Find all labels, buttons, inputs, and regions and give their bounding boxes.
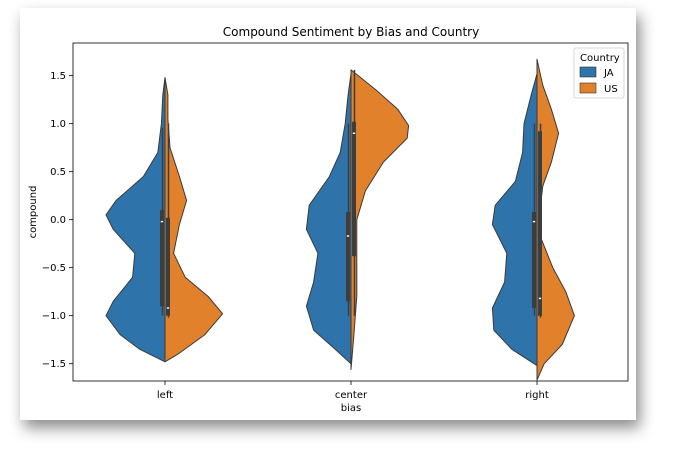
violin-ja-right bbox=[491, 73, 538, 367]
box-us-left bbox=[166, 217, 170, 316]
y-tick-label: −1.0 bbox=[42, 311, 66, 322]
box-ja-center bbox=[346, 212, 350, 302]
box-ja-left bbox=[160, 210, 164, 307]
violin-us-left bbox=[164, 77, 224, 363]
x-axis: left center right bbox=[157, 381, 549, 401]
violin-chart: Compound Sentiment by Bias and Country −… bbox=[28, 25, 629, 414]
chart-title: Compound Sentiment by Bias and Country bbox=[223, 25, 479, 39]
legend-swatch-us bbox=[579, 82, 597, 94]
violin-us-right bbox=[536, 58, 575, 381]
legend-title: Country bbox=[580, 53, 620, 64]
box-us-center bbox=[352, 121, 356, 257]
x-tick-label-right: right bbox=[525, 390, 549, 401]
violins-layer bbox=[105, 58, 575, 381]
box-us-right bbox=[538, 131, 542, 316]
x-tick-label-left: left bbox=[157, 390, 173, 401]
legend-label-ja: JA bbox=[603, 68, 614, 79]
legend-swatch-ja bbox=[579, 66, 597, 78]
box-ja-right bbox=[532, 212, 536, 309]
y-tick-label: 1.5 bbox=[50, 71, 66, 82]
violin-ja-left bbox=[105, 77, 166, 363]
legend: Country JA US bbox=[573, 47, 625, 99]
y-axis: −1.5 −1.0 −0.5 0.0 0.5 1.0 1.5 bbox=[42, 71, 73, 370]
y-tick-label: 0.5 bbox=[50, 167, 66, 178]
boxes-layer bbox=[160, 69, 542, 318]
legend-label-us: US bbox=[604, 84, 618, 95]
y-tick-label: 0.0 bbox=[50, 215, 66, 226]
x-tick-label-center: center bbox=[335, 390, 368, 401]
y-tick-label: 1.0 bbox=[50, 119, 66, 130]
plot-area-frame bbox=[72, 42, 629, 382]
violin-ja-center bbox=[305, 73, 352, 365]
y-tick-label: −0.5 bbox=[42, 263, 66, 274]
x-axis-label: bias bbox=[341, 403, 361, 414]
violin-us-center bbox=[350, 69, 410, 370]
y-axis-label: compound bbox=[28, 186, 39, 239]
y-tick-label: −1.5 bbox=[42, 359, 66, 370]
figure-card: Compound Sentiment by Bias and Country −… bbox=[20, 8, 636, 420]
